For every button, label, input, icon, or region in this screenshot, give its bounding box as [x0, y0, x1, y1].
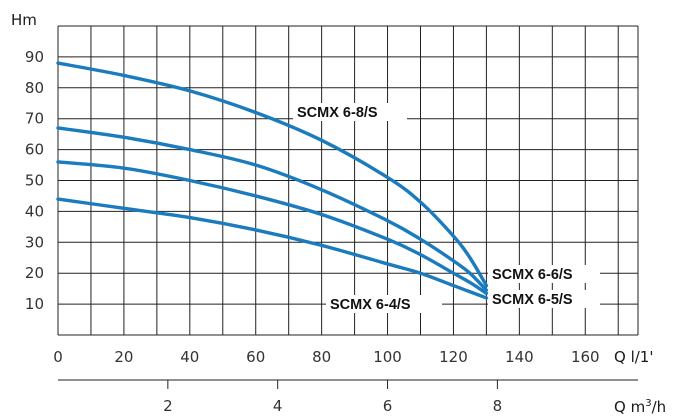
axes: 10 20 30 40 50 60 70 80 90 0 20 40 60 80 100 120 140 160 2…	[25, 48, 638, 415]
x2-tick-label: 4	[273, 397, 283, 415]
y-tick-label: 90	[25, 48, 44, 66]
y-tick-label: 50	[25, 172, 44, 190]
x-tick-label: 160	[571, 348, 600, 366]
series-line-4	[56, 197, 489, 300]
curve-label: SCMX 6-5/S	[492, 292, 573, 308]
x2-axis-title-tail: /h	[652, 398, 667, 416]
curve-label-bg	[293, 103, 407, 121]
y-axis-title: Hm	[11, 11, 37, 29]
x-tick-label: 0	[53, 348, 63, 366]
x2-tick-label: 6	[383, 397, 393, 415]
x2-axis-title: Q m3/h	[614, 398, 666, 416]
x-tick-label: 80	[312, 348, 331, 366]
y-tick-label: 30	[25, 233, 44, 251]
grid	[57, 25, 639, 336]
y-tick-label: 40	[25, 202, 44, 220]
series-line-3	[56, 160, 489, 295]
x-tick-label: 40	[180, 348, 199, 366]
curve-label-bg	[488, 265, 600, 283]
series-line-2	[56, 126, 489, 292]
y-tick-label: 70	[25, 110, 44, 128]
x-tick-label: 20	[114, 348, 133, 366]
x2-axis-title-sup: 3	[645, 398, 651, 409]
curve-label: SCMX 6-6/S	[492, 267, 573, 283]
x2-tick-label: 8	[493, 397, 503, 415]
x2-tick-label: 2	[163, 397, 173, 415]
x2-axis-title-main: Q m	[614, 398, 645, 416]
x-tick-label: 60	[246, 348, 265, 366]
curve-label-bg	[326, 295, 442, 313]
curve-label-bg	[488, 290, 600, 308]
x-tick-label: 140	[505, 348, 534, 366]
x-tick-label: 120	[439, 348, 468, 366]
y-tick-label: 10	[25, 295, 44, 313]
curve-labels: SCMX 6-8/S SCMX 6-6/S SCMX 6-5/S SCMX 6-4/S	[293, 103, 600, 313]
curves	[56, 61, 489, 300]
y-tick-label: 20	[25, 264, 44, 282]
y-tick-label: 60	[25, 141, 44, 159]
x-tick-label: 100	[373, 348, 402, 366]
x-axis-title: Q l/1'	[614, 348, 653, 366]
series-line-1	[56, 61, 489, 288]
y-tick-label: 80	[25, 79, 44, 97]
curve-label: SCMX 6-4/S	[330, 297, 411, 313]
curve-label: SCMX 6-8/S	[297, 105, 378, 121]
